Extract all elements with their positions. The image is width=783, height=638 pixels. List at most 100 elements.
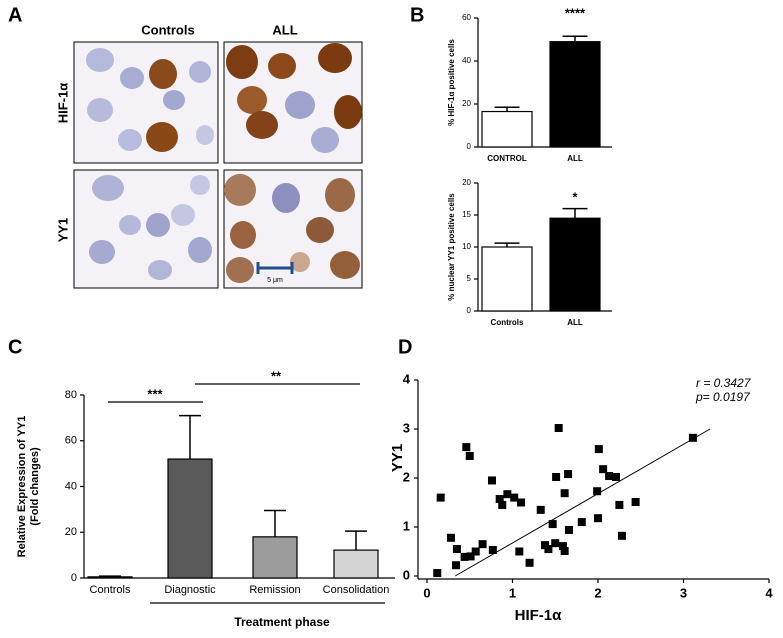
point [617,531,626,540]
y-tick-label: 20 [65,526,77,538]
bar [87,576,133,579]
x-tick-label: 0 [423,585,430,600]
y-tick-label: 0 [403,567,410,582]
y-tick-label: 1 [403,518,410,533]
y-tick-label: 2 [403,469,410,484]
x-tick-label: ALL [567,154,583,163]
panel-letter: C [8,336,22,358]
regression-line [454,428,711,577]
point [465,451,474,460]
bar [549,41,601,148]
x-tick-label: 1 [509,585,516,600]
point [515,547,524,556]
micrograph [73,41,219,164]
point [510,493,519,502]
y-axis-label: (Fold changes) [29,447,41,526]
point [462,443,471,452]
statistic: r = 0.3427 [696,376,752,390]
micrograph [223,169,363,289]
point [433,569,442,578]
significance: ** [271,368,282,383]
x-tick-label: Diagnostic [164,584,216,596]
y-tick-label: 0 [467,306,472,315]
x-tick-label: 3 [680,585,687,600]
point [536,505,545,514]
point [594,514,602,523]
point [611,473,620,482]
y-tick-label: 60 [462,13,471,22]
y-tick-label: 80 [65,389,77,401]
y-tick-label: 4 [403,371,411,386]
point [498,500,507,509]
micrograph [73,169,219,289]
significance: **** [565,5,586,20]
point [560,489,569,498]
point [517,498,526,507]
point [688,433,697,442]
x-tick-label: Remission [249,584,300,596]
point [452,545,461,554]
row-label: YY1 [55,218,70,243]
row-label: HIF-1α [55,83,70,124]
y-tick-label: 0 [71,572,77,584]
point [488,546,497,555]
point [593,487,602,496]
statistic: p= 0.0197 [695,390,751,404]
point [446,533,455,542]
point [471,547,480,556]
y-axis-label: YY1 [389,444,406,472]
y-tick-label: 3 [403,420,410,435]
y-axis-label: % HIF-1α positive cells [447,39,456,126]
point [466,552,475,561]
point [554,424,563,433]
point [615,500,624,509]
point [599,465,608,474]
point [460,552,469,561]
point [560,547,569,556]
point [631,498,640,507]
point [577,518,586,527]
bar [481,246,533,312]
point [544,545,553,554]
point [551,539,560,548]
panel-letter: D [398,336,412,358]
micrograph [223,41,363,164]
point [552,473,561,482]
x-tick-label: Consolidation [323,584,390,596]
point [452,561,461,570]
point [478,540,487,549]
panel-letter: B [410,4,424,26]
y-tick-label: 20 [462,99,471,108]
bar [333,549,379,579]
y-tick-label: 10 [462,242,471,251]
y-tick-label: 5 [467,274,472,283]
point [495,495,504,504]
panel-letter: A [8,4,22,26]
x-tick-label: ALL [567,318,583,327]
point [594,445,603,454]
x-axis-label: HIF-1α [515,607,563,624]
bar [167,458,213,579]
y-tick-label: 0 [467,142,472,151]
x-tick-label: 4 [765,585,773,600]
point [558,542,567,551]
x-tick-label: Controls [491,318,524,327]
y-axis-label: Relative Expression of YY1 [16,416,28,558]
y-tick-label: 15 [462,210,471,219]
x-tick-label: Controls [90,584,131,596]
point [548,520,557,529]
y-tick-label: 60 [65,435,77,447]
significance: * [572,189,578,204]
point [564,525,573,534]
point [436,493,445,502]
point [503,490,512,499]
bar [549,217,601,312]
column-label: Controls [141,22,194,37]
point [605,472,614,481]
point [487,476,496,485]
y-tick-label: 20 [462,178,471,187]
y-tick-label: 40 [462,56,471,65]
point [564,470,573,479]
column-label: ALL [272,22,297,37]
